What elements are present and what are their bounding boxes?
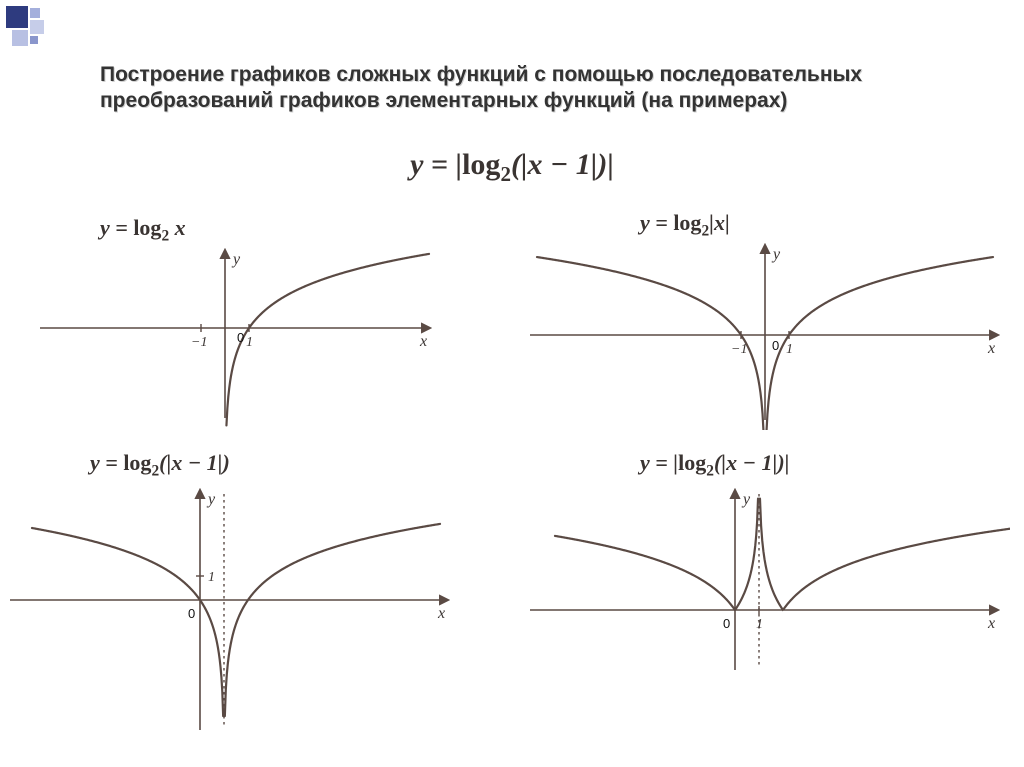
svg-text:x: x [419,333,427,350]
chart-label-br: y = |log2(|x − 1|)| [640,450,790,480]
svg-text:1: 1 [246,335,253,350]
svg-text:x: x [987,615,995,632]
svg-text:−1: −1 [731,342,747,357]
svg-text:y: y [771,246,781,263]
svg-text:−1: −1 [191,335,207,350]
svg-text:x: x [437,605,445,622]
origin-label-bl: 0 [188,606,195,621]
svg-text:y: y [206,491,216,508]
chart-br: x y 1 [520,480,1010,680]
svg-text:x: x [987,340,995,357]
chart-tr: x y −1 1 [520,235,1010,430]
slide-heading: Построение графиков сложных функций с по… [100,62,880,115]
svg-text:1: 1 [786,342,793,357]
svg-text:y: y [231,251,241,268]
svg-text:1: 1 [208,570,215,585]
origin-label-tr: 0 [772,338,779,353]
svg-text:y: y [741,491,751,508]
origin-label-tl: 0 [237,330,244,345]
main-formula: y = |log2(|x − 1|)| [0,148,1024,187]
origin-label-br: 0 [723,616,730,631]
chart-bl: x y 1 [0,480,460,740]
chart-label-bl: y = log2(|x − 1|) [90,450,230,480]
svg-text:1: 1 [756,617,763,632]
